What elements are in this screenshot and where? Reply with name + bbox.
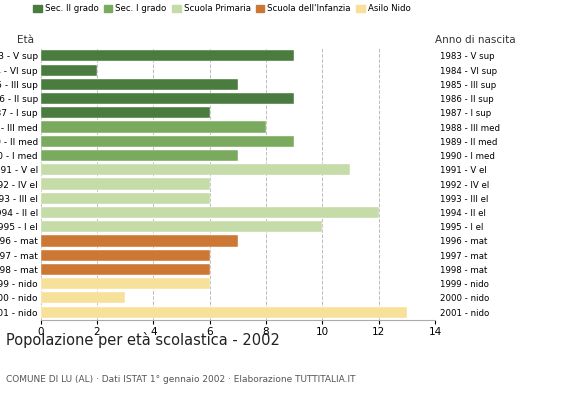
Bar xyxy=(41,79,238,90)
Bar xyxy=(41,207,379,218)
Bar xyxy=(41,236,238,246)
Legend: Sec. II grado, Sec. I grado, Scuola Primaria, Scuola dell'Infanzia, Asilo Nido: Sec. II grado, Sec. I grado, Scuola Prim… xyxy=(33,4,410,13)
Bar xyxy=(41,64,97,76)
Bar xyxy=(41,93,294,104)
Bar xyxy=(41,264,209,275)
Bar xyxy=(41,178,209,190)
Bar xyxy=(41,307,407,318)
Text: COMUNE DI LU (AL) · Dati ISTAT 1° gennaio 2002 · Elaborazione TUTTITALIA.IT: COMUNE DI LU (AL) · Dati ISTAT 1° gennai… xyxy=(6,375,356,384)
Bar xyxy=(41,150,238,161)
Bar xyxy=(41,278,209,289)
Bar xyxy=(41,250,209,261)
Bar xyxy=(41,221,322,232)
Text: Anno di nascita: Anno di nascita xyxy=(435,35,516,45)
Bar xyxy=(41,50,294,61)
Bar xyxy=(41,136,294,147)
Bar xyxy=(41,122,266,132)
Bar xyxy=(41,193,209,204)
Text: Popolazione per età scolastica - 2002: Popolazione per età scolastica - 2002 xyxy=(6,332,280,348)
Bar xyxy=(41,164,350,175)
Text: Età: Età xyxy=(17,35,34,45)
Bar xyxy=(41,107,209,118)
Bar xyxy=(41,292,125,304)
